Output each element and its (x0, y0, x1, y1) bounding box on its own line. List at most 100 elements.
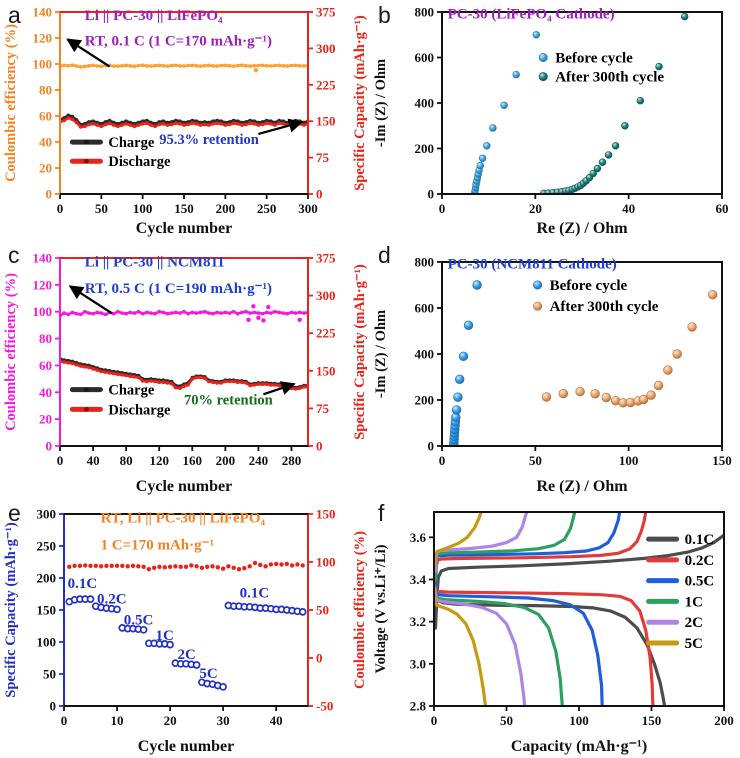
panel-d-letter: d (378, 242, 391, 268)
svg-text:0: 0 (431, 713, 438, 728)
annotation-arrow (66, 38, 111, 68)
svg-text:0: 0 (428, 439, 435, 454)
svg-text:375: 375 (316, 5, 336, 20)
svg-text:0.5C: 0.5C (685, 574, 715, 590)
svg-text:600: 600 (415, 301, 435, 316)
series-before-cycle (449, 280, 482, 447)
svg-text:120: 120 (33, 31, 53, 46)
svg-text:Discharge: Discharge (108, 154, 171, 170)
panel-f-plot: 0 50 100 150 200 Capacity (mAh·g⁻¹) 2.8 3.0 3.2 3… (370, 498, 740, 758)
panel-c-title-line-1: RT, 0.5 C (1 C=190 mAh·g⁻¹) (85, 281, 272, 297)
svg-text:100: 100 (133, 201, 153, 216)
svg-text:50: 50 (316, 603, 329, 618)
svg-text:-Im (Z) / Ohm: -Im (Z) / Ohm (373, 59, 389, 147)
svg-text:0: 0 (316, 439, 323, 454)
svg-text:Charge: Charge (108, 135, 154, 151)
svg-text:140: 140 (33, 251, 53, 266)
svg-text:80: 80 (39, 331, 52, 346)
svg-text:Charge: Charge (108, 383, 154, 399)
svg-text:75: 75 (316, 401, 330, 416)
svg-text:3.6: 3.6 (410, 530, 427, 545)
legend: Before cycle After 300th cycle (538, 51, 664, 86)
svg-text:After 300th cycle: After 300th cycle (555, 70, 664, 86)
svg-text:100: 100 (619, 453, 639, 468)
svg-text:225: 225 (316, 77, 336, 92)
svg-text:Re (Z) / Ohm: Re (Z) / Ohm (536, 478, 628, 495)
annotation-text: 0.1C (68, 576, 98, 592)
series-layer (59, 63, 309, 129)
panel-a-title-line-0: Li || PC-30 || LiFePO₄ (85, 8, 223, 24)
panel-b-title-line-0: PC-30 (LiFePO₄ Cathode) (448, 6, 615, 22)
svg-text:2C: 2C (685, 615, 703, 631)
svg-text:200: 200 (415, 393, 435, 408)
series-coulombic-efficiency (59, 309, 309, 318)
panel-c-chart: 0 40 80 120 160 200 240 280 Cycle number 0 20 40 60 8… (3, 251, 368, 496)
annotation-text: 0.1C (240, 586, 270, 602)
svg-text:0: 0 (57, 201, 64, 216)
axes: 0 50 100 150 200 Capacity (mAh·g⁻¹) 2.8 3.0 3.2 3… (373, 530, 734, 755)
svg-text:10: 10 (111, 713, 124, 728)
svg-text:160: 160 (183, 453, 203, 468)
svg-text:3.0: 3.0 (410, 656, 426, 671)
axes: 0 50 100 150 200 250 300 Cycle number 0 20 40 60 80 1… (3, 5, 368, 238)
series-after-300th-cycle (540, 12, 689, 195)
annotation-arrow (263, 381, 296, 396)
svg-text:280: 280 (282, 453, 302, 468)
svg-text:Specific Capacity (mAh·g⁻¹): Specific Capacity (mAh·g⁻¹) (352, 15, 368, 191)
svg-text:80: 80 (120, 453, 133, 468)
panel-b-chart: 0 20 40 60 Re (Z) / Ohm 0 200 400 600 800 -Im (Z) … (373, 5, 729, 238)
svg-text:120: 120 (33, 277, 53, 292)
annotation-text: 2C (177, 647, 195, 663)
svg-text:60: 60 (39, 358, 52, 373)
svg-text:400: 400 (415, 347, 435, 362)
svg-text:0: 0 (439, 201, 446, 216)
svg-text:75: 75 (316, 150, 330, 165)
svg-text:-Im (Z) / Ohm: -Im (Z) / Ohm (373, 310, 389, 398)
svg-text:300: 300 (37, 507, 57, 522)
svg-text:Cycle number: Cycle number (136, 478, 232, 495)
series-before-cycle (471, 31, 541, 195)
series-rate-0.1C (433, 533, 725, 707)
svg-text:300: 300 (316, 41, 336, 56)
panel-d-title-line-0: PC-30 (NCM811 Cathode) (448, 256, 617, 272)
series-discharge (59, 116, 309, 129)
svg-text:0.1C: 0.1C (685, 532, 715, 548)
svg-text:0: 0 (316, 651, 323, 666)
svg-text:Specific Capacity (mAh·g⁻¹): Specific Capacity (mAh·g⁻¹) (352, 264, 368, 440)
svg-text:200: 200 (37, 571, 57, 586)
annotation-text: 95.3% retention (159, 132, 259, 148)
panel-c-letter: c (8, 242, 20, 268)
svg-text:100: 100 (316, 555, 336, 570)
svg-text:250: 250 (37, 539, 57, 554)
svg-text:200: 200 (714, 713, 734, 728)
panel-b-plot: 0 20 40 60 Re (Z) / Ohm 0 200 400 600 800 -Im (Z) … (370, 0, 740, 240)
panel-e-title-line-0: RT, Li || PC-30 || LiFePO₄ (101, 511, 266, 527)
series-after-300th-cycle (541, 289, 718, 408)
svg-text:120: 120 (149, 453, 169, 468)
series-coulombic-efficiency (67, 560, 305, 572)
panel-b-letter: b (378, 2, 391, 28)
svg-text:80: 80 (39, 83, 52, 98)
svg-text:150: 150 (316, 363, 336, 378)
svg-text:600: 600 (415, 50, 435, 65)
plot-frame (59, 257, 309, 447)
svg-text:3.2: 3.2 (410, 614, 426, 629)
panel-b: b 0 20 40 60 Re (Z) / Ohm 0 200 400 600 800 -Im (Z… (370, 0, 740, 240)
svg-text:400: 400 (415, 96, 435, 111)
svg-text:50: 50 (43, 667, 56, 682)
svg-text:250: 250 (257, 201, 277, 216)
svg-text:0: 0 (50, 699, 57, 714)
svg-text:0: 0 (428, 187, 435, 202)
svg-text:300: 300 (316, 288, 336, 303)
axes: 0 10 20 30 40 Cycle number 0 50 100 150 200 250 300 S… (3, 507, 368, 756)
svg-text:800: 800 (415, 255, 435, 270)
panel-e-title-line-1: 1 C=170 mAh·g⁻¹ (101, 538, 214, 554)
svg-text:Before cycle: Before cycle (550, 278, 628, 294)
series-layer (65, 560, 307, 691)
panel-e-plot: 0 10 20 30 40 Cycle number 0 50 100 150 200 250 300 S… (0, 498, 370, 758)
series-rate-0.2C (433, 511, 655, 707)
annotation-text: 0.2C (97, 591, 127, 607)
panel-e-letter: e (8, 500, 21, 526)
svg-text:150: 150 (316, 507, 336, 522)
series-layer (471, 12, 689, 195)
